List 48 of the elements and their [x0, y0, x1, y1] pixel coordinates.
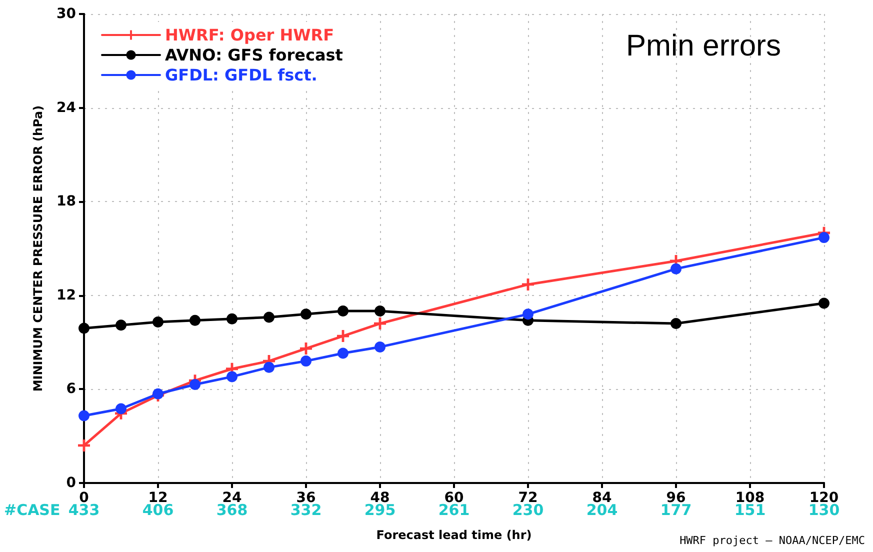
point: [300, 342, 312, 355]
point: [264, 312, 274, 323]
text: 151: [734, 501, 766, 519]
point: [338, 306, 348, 317]
point: [338, 348, 348, 359]
point: [116, 403, 126, 414]
point: [190, 314, 200, 326]
legend-label: AVNO: GFS forecast: [165, 46, 344, 64]
point: [818, 298, 830, 309]
point: [374, 341, 386, 352]
y-axis-title: MINIMUM CENTER PRESSURE ERROR (hPa): [31, 105, 45, 392]
text: 332: [290, 501, 322, 519]
y-tick-label: 6: [66, 381, 76, 398]
point: [300, 308, 312, 320]
point: [670, 263, 682, 274]
x-axis-title: Forecast lead time (hr): [376, 528, 532, 542]
legend-label: HWRF: Oper HWRF: [165, 26, 334, 44]
point: [78, 322, 90, 334]
text: 130: [808, 501, 840, 519]
point: [152, 316, 164, 328]
text: 230: [512, 501, 544, 519]
y-tick-label: 24: [56, 100, 76, 116]
point: [116, 320, 126, 331]
point: [522, 308, 534, 320]
text: 295: [364, 501, 396, 519]
y-tick-label: 12: [56, 287, 76, 304]
point: [374, 306, 386, 317]
y-tick-label: 0: [66, 475, 76, 491]
text: 204: [586, 501, 618, 519]
point: [670, 318, 682, 330]
point: [300, 356, 312, 367]
text: 261: [438, 501, 470, 519]
text: #CASE: [4, 501, 60, 519]
point: [226, 313, 238, 324]
point: [78, 410, 90, 422]
text: Pmin errors: [626, 30, 782, 62]
legend-label: GFDL: GFDL fsct.: [165, 66, 318, 84]
text: HWRF project — NOAA/NCEP/EMC: [680, 534, 865, 547]
point: [818, 232, 830, 244]
y-tick-label: 30: [56, 6, 76, 22]
point: [226, 371, 238, 382]
text: 177: [660, 501, 692, 519]
y-tick-label: 18: [56, 194, 76, 210]
text: 433: [68, 501, 100, 519]
text: 368: [216, 501, 248, 519]
point: [190, 379, 200, 390]
text: 406: [142, 501, 174, 519]
point: [264, 362, 274, 373]
